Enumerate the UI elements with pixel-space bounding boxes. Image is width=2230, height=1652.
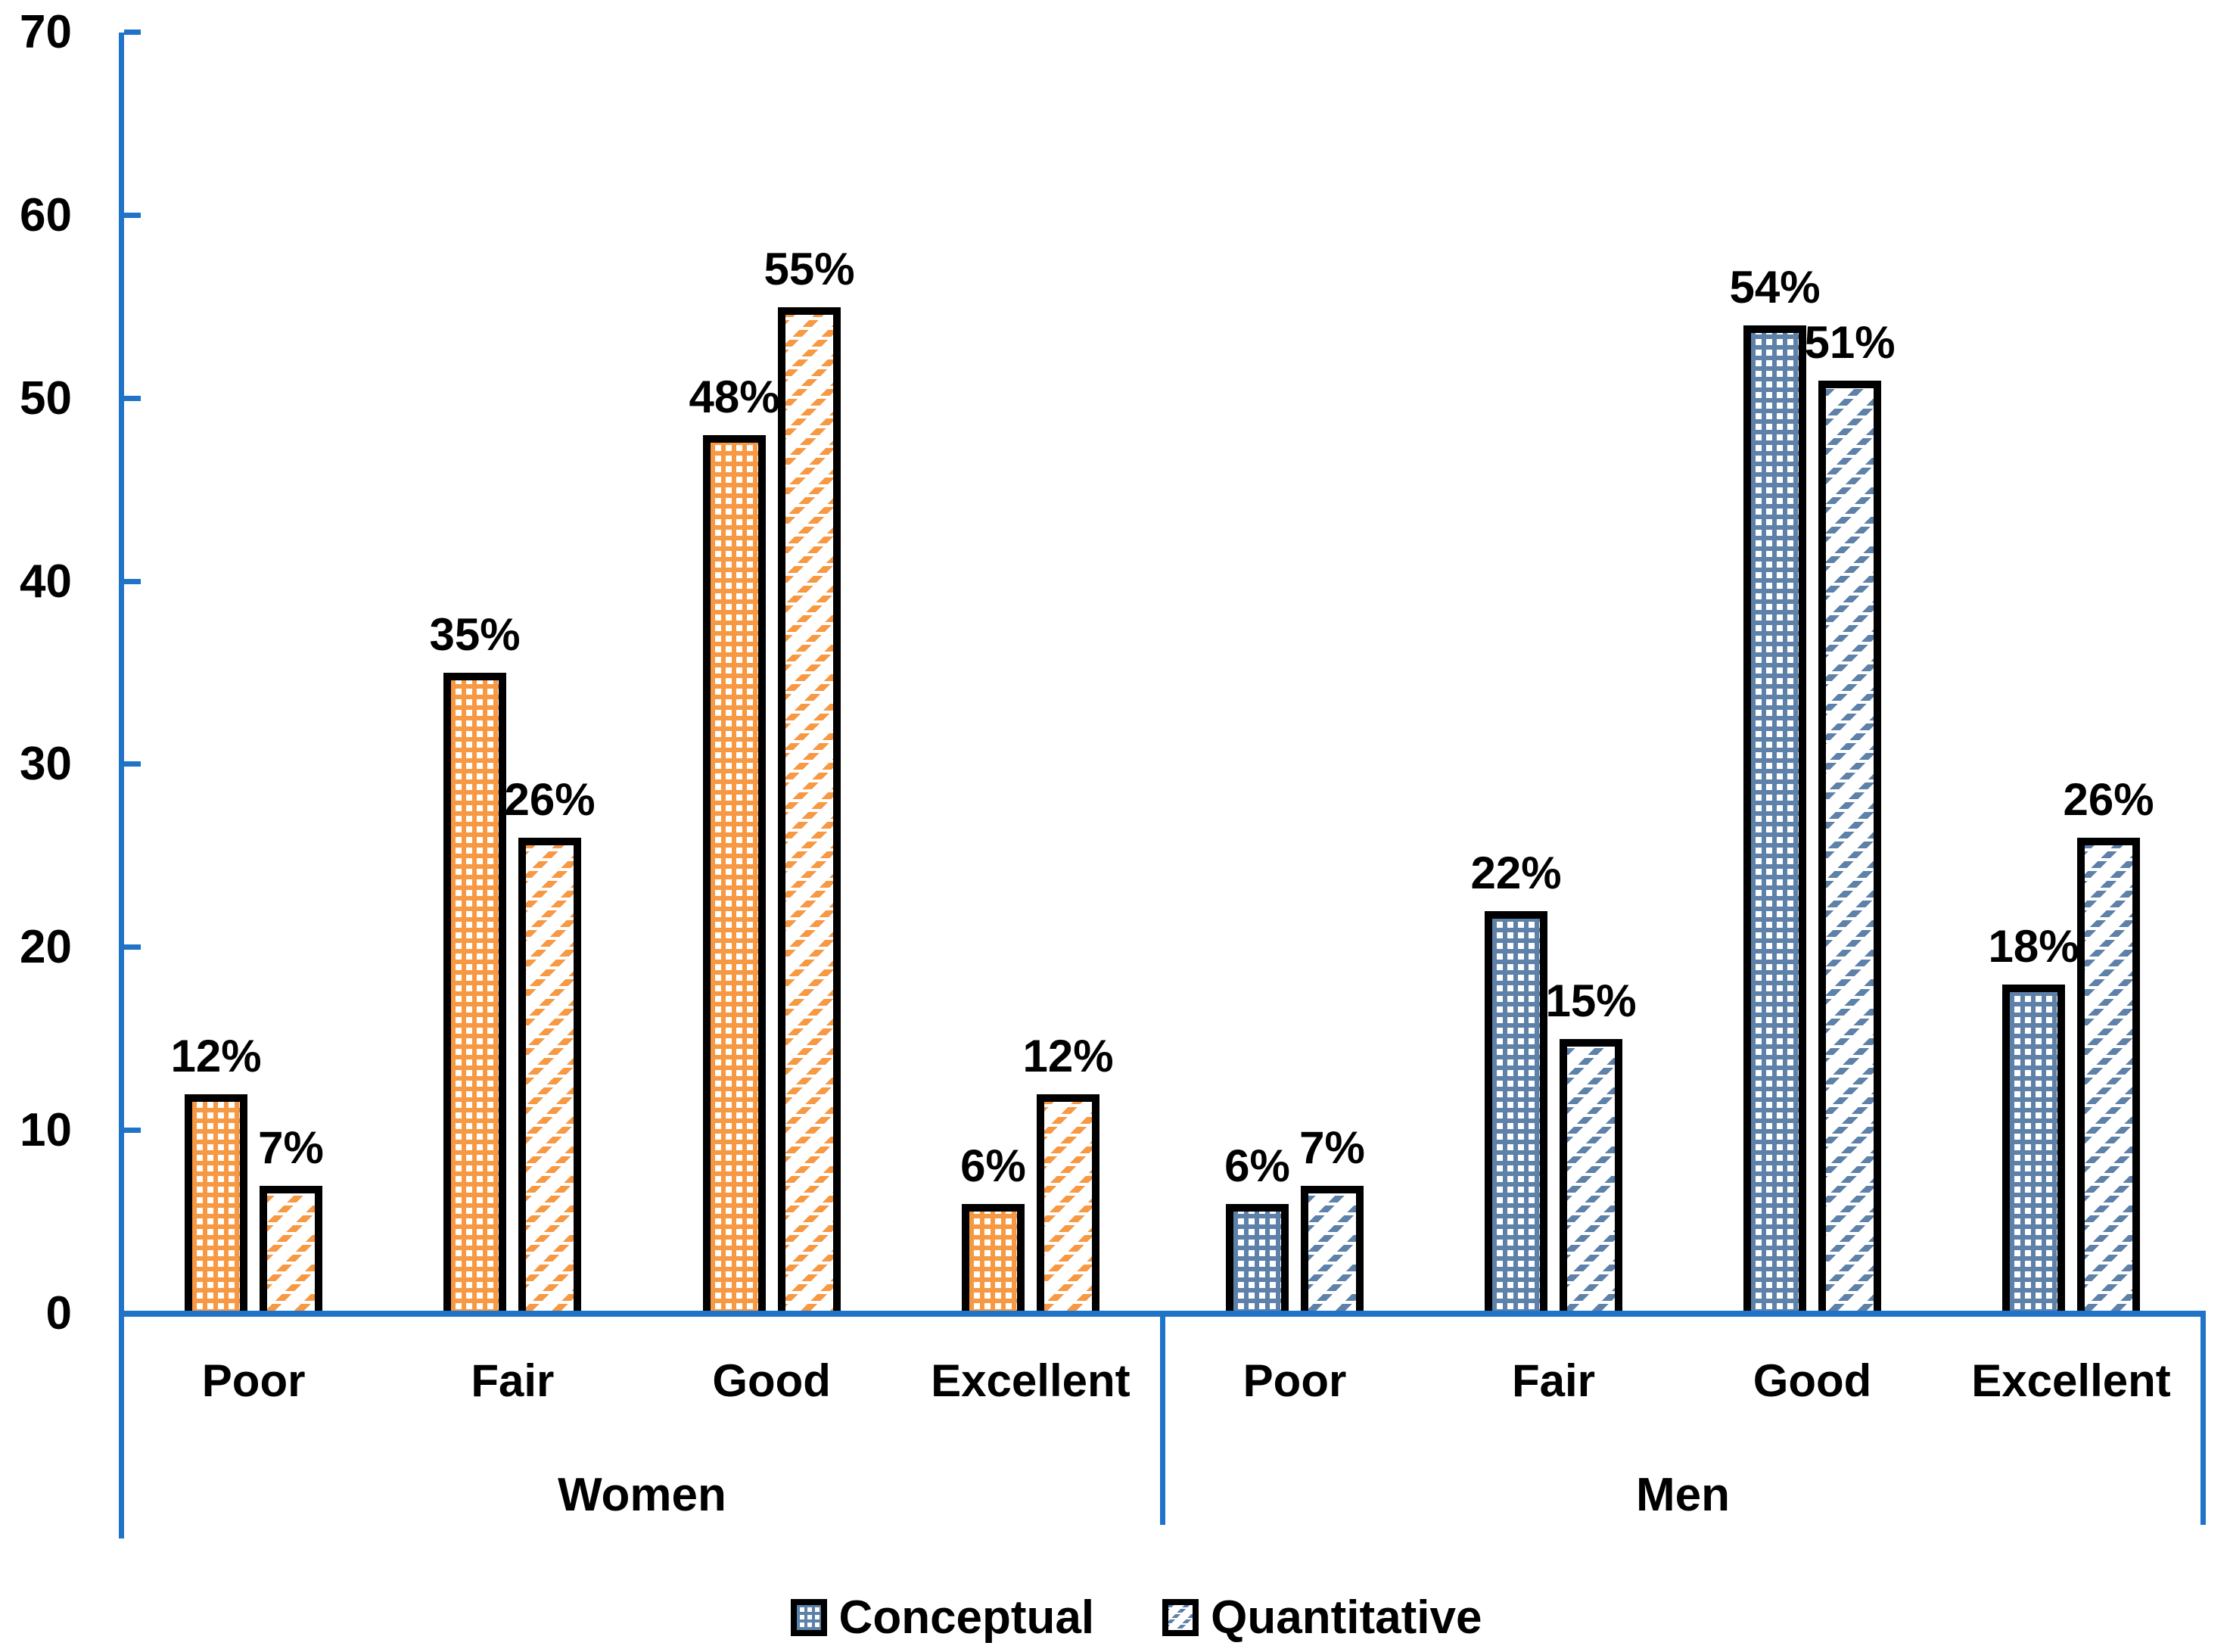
bar-quantitative-women-fair	[518, 838, 581, 1314]
legend-item-quantitative: Quantitative	[1162, 1591, 1482, 1644]
data-label-quantitative-men-fair: 15%	[1545, 975, 1637, 1026]
bar-conceptual-women-fair	[443, 673, 506, 1314]
bar-quantitative-men-excellent	[2077, 838, 2140, 1314]
plot-right-border-line	[2200, 1317, 2206, 1525]
bar-conceptual-women-good	[703, 435, 766, 1314]
data-label-quantitative-men-poor: 7%	[1299, 1122, 1365, 1173]
legend: Conceptual Quantitative	[21, 1589, 2230, 1645]
y-tick-label-40: 40	[20, 555, 72, 608]
group-label-men: Men	[1636, 1469, 1730, 1521]
data-label-conceptual-men-poor: 6%	[1224, 1140, 1290, 1191]
y-tick-50	[124, 395, 141, 401]
y-tick-20	[124, 944, 141, 950]
y-tick-label-50: 50	[20, 372, 72, 425]
data-label-conceptual-women-fair: 35%	[429, 609, 521, 660]
category-label-men-excellent: Excellent	[1971, 1355, 2171, 1406]
bar-conceptual-women-excellent	[962, 1204, 1025, 1314]
category-label-women-fair: Fair	[471, 1355, 555, 1406]
bar-conceptual-men-good	[1743, 325, 1806, 1314]
group-separator-line	[1160, 1317, 1165, 1525]
y-tick-label-20: 20	[20, 921, 72, 974]
data-label-quantitative-women-poor: 7%	[258, 1122, 324, 1173]
category-label-men-fair: Fair	[1511, 1355, 1596, 1406]
category-label-women-excellent: Excellent	[931, 1355, 1131, 1406]
category-label-women-good: Good	[712, 1355, 831, 1406]
bar-quantitative-men-fair	[1560, 1039, 1622, 1314]
data-label-quantitative-women-good: 55%	[764, 244, 855, 294]
data-label-quantitative-women-fair: 26%	[504, 774, 596, 825]
data-label-conceptual-women-excellent: 6%	[960, 1140, 1026, 1191]
category-label-men-poor: Poor	[1243, 1355, 1347, 1406]
y-tick-label-70: 70	[20, 6, 72, 58]
legend-swatch-dotted-icon	[790, 1598, 827, 1636]
y-tick-40	[124, 578, 141, 584]
category-label-men-good: Good	[1753, 1355, 1872, 1406]
data-label-conceptual-men-fair: 22%	[1470, 848, 1562, 898]
bar-conceptual-men-excellent	[2002, 985, 2065, 1314]
legend-label-quantitative: Quantitative	[1211, 1591, 1482, 1644]
y-tick-label-0: 0	[45, 1287, 72, 1339]
legend-item-conceptual: Conceptual	[790, 1591, 1095, 1644]
bar-conceptual-men-fair	[1485, 911, 1547, 1314]
y-axis-line	[119, 33, 124, 1538]
x-axis-line	[119, 1311, 2206, 1317]
data-label-quantitative-men-excellent: 26%	[2063, 774, 2154, 825]
y-tick-60	[124, 212, 141, 218]
data-label-conceptual-women-good: 48%	[689, 372, 780, 422]
y-tick-label-30: 30	[20, 738, 72, 791]
bar-quantitative-women-good	[778, 307, 841, 1314]
category-label-women-poor: Poor	[201, 1355, 306, 1406]
group-label-women: Women	[558, 1469, 726, 1521]
data-label-quantitative-women-excellent: 12%	[1022, 1031, 1114, 1081]
data-label-conceptual-men-good: 54%	[1729, 262, 1821, 313]
bar-quantitative-women-poor	[260, 1186, 322, 1314]
legend-label-conceptual: Conceptual	[838, 1591, 1095, 1644]
y-tick-70	[124, 30, 141, 35]
y-tick-30	[124, 761, 141, 767]
y-tick-label-10: 10	[20, 1104, 72, 1157]
bar-quantitative-men-poor	[1301, 1186, 1364, 1314]
bar-quantitative-men-good	[1818, 381, 1881, 1314]
bar-conceptual-women-poor	[185, 1094, 247, 1314]
data-label-quantitative-men-good: 51%	[1804, 317, 1896, 368]
bar-conceptual-men-poor	[1226, 1204, 1289, 1314]
data-label-conceptual-women-poor: 12%	[170, 1031, 262, 1081]
legend-swatch-diagonal-icon	[1162, 1598, 1199, 1636]
data-label-conceptual-men-excellent: 18%	[1988, 921, 2079, 972]
y-tick-label-60: 60	[20, 188, 72, 241]
bar-quantitative-women-excellent	[1037, 1094, 1099, 1314]
y-tick-10	[124, 1128, 141, 1134]
